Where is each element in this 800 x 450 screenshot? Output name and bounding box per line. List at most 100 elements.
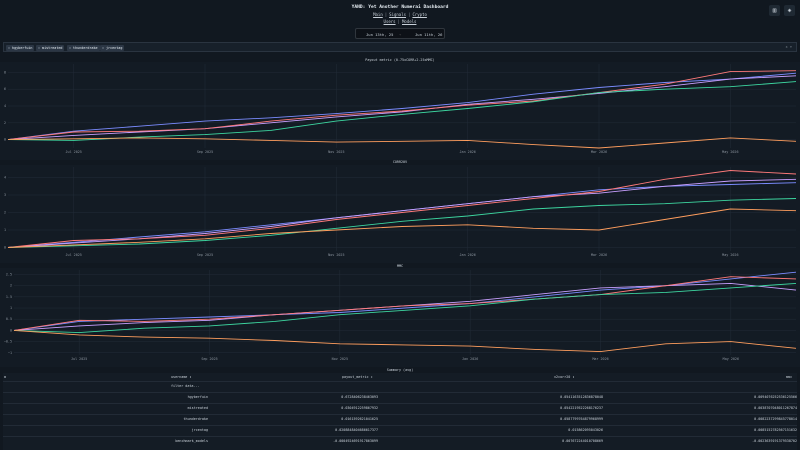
x-tick-label: Jul 2025 — [71, 357, 87, 361]
x-tick-label: Mar 2026 — [592, 357, 608, 361]
filter-chip[interactable]: × jrcentag — [100, 44, 125, 51]
series-line-4 — [13, 329, 797, 353]
column-header-corr[interactable]: v2corr20 ↕ — [554, 375, 575, 379]
y-tick-label: 2 — [4, 121, 6, 125]
main-nav: Main | Signals | Crypto — [373, 12, 427, 17]
corr-chart[interactable]: 0 1 2 3 4 Jul 2025 Sep 2025 Nov 2025 Jan 2026 Mar… — [0, 165, 800, 263]
chip-label: thunderdrake — [73, 45, 98, 50]
sub-nav: Users | Models — [383, 19, 417, 24]
remove-chip-icon[interactable]: × — [102, 45, 105, 50]
filter-input[interactable]: filter data... — [171, 384, 200, 388]
chip-label: jrcentag — [106, 45, 123, 50]
column-header-username[interactable]: username ↕ — [171, 375, 192, 379]
table-cell: benchmark_models — [175, 439, 208, 443]
x-tick-label: Jan 2026 — [462, 357, 478, 361]
x-tick-label: Jul 2025 — [65, 253, 81, 257]
series-line-4 — [7, 137, 797, 149]
table-cell: 0.6728406238463093 — [341, 395, 378, 399]
chart-title-corr: CORR20V — [392, 160, 408, 164]
chip-label: mistreated — [42, 45, 63, 50]
nav-link-users[interactable]: Users — [383, 19, 396, 24]
table-cell: 0.0541163512836878048 — [560, 395, 603, 399]
x-tick-label: Nov 2025 — [328, 150, 344, 154]
series-line-3 — [7, 81, 797, 141]
table-cell: 0.0208848404686617377 — [335, 428, 378, 432]
y-tick-label: −0.5 — [4, 340, 12, 344]
remove-chip-icon[interactable]: × — [69, 45, 72, 50]
table-cell: jrcentag — [191, 428, 208, 432]
filter-chip[interactable]: × thunderdrake — [67, 44, 100, 51]
series-line-3 — [13, 282, 797, 334]
remove-chip-icon[interactable]: × — [38, 45, 41, 50]
y-tick-label: 0.5 — [6, 317, 12, 321]
chip-label: hgyberfuin — [12, 45, 33, 50]
y-tick-label: 1.5 — [6, 295, 12, 299]
x-tick-label: May 2026 — [722, 253, 738, 257]
nav-link-signals[interactable]: Signals — [389, 12, 407, 17]
y-tick-label: 2.5 — [6, 272, 12, 276]
x-tick-label: Sep 2025 — [197, 253, 213, 257]
header: YAND: Yet Another Numerai Dashboard Main… — [0, 0, 800, 42]
x-tick-label: Nov 2025 — [328, 253, 344, 257]
summary-table-title: Summary (avg) — [386, 368, 414, 372]
nav-link-models[interactable]: Models — [402, 19, 417, 24]
y-tick-label: 0 — [10, 328, 12, 332]
date-range-picker[interactable]: Jun 13th, 25 → Jun 11th, 26 — [355, 28, 445, 39]
x-tick-label: Sep 2025 — [197, 150, 213, 154]
date-range-end[interactable]: Jun 11th, 26 — [415, 32, 443, 37]
model-filter-bar[interactable]: × hgyberfuin × mistreated × thunderdrake × j… — [3, 42, 797, 52]
date-range-start[interactable]: Jun 13th, 25 — [366, 32, 394, 37]
table-cell: 0.0161592621041625 — [341, 417, 378, 421]
series-line-1 — [7, 75, 797, 141]
chart-title-payout: Payout metric (0.75xCORR+2.25xMMC) — [365, 58, 435, 62]
series-line-4 — [7, 208, 797, 248]
y-tick-label: 3 — [4, 193, 6, 197]
x-tick-label: Jan 2026 — [459, 150, 475, 154]
table-cell: -0.0004924691917863099 — [333, 439, 378, 443]
table-cell: 0.0082237299845778014 — [754, 417, 797, 421]
date-range-arrow-icon: → — [399, 32, 402, 37]
x-tick-label: Mar 2026 — [591, 150, 607, 154]
x-tick-label: Jul 2025 — [65, 150, 81, 154]
filter-row[interactable]: filter data... — [3, 381, 797, 389]
table-row[interactable]: benchmark_models -0.0004924691917863099 0.… — [3, 436, 797, 444]
clear-and-dropdown-icon[interactable]: × ▾ — [785, 44, 793, 49]
y-tick-label: 6 — [4, 87, 6, 91]
y-tick-label: 8 — [4, 70, 6, 74]
y-tick-label: 1 — [10, 306, 12, 310]
y-tick-label: −1 — [8, 351, 12, 355]
y-tick-label: 0 — [4, 138, 6, 142]
x-tick-label: Jan 2026 — [459, 253, 475, 257]
filter-chip[interactable]: × mistreated — [36, 44, 65, 51]
table-cell: 0.0587799764879968999 — [560, 417, 603, 421]
series-line-0 — [7, 72, 797, 141]
remove-chip-icon[interactable]: × — [8, 45, 11, 50]
y-tick-label: 4 — [4, 104, 6, 108]
plot-background — [0, 165, 800, 263]
settings-icon[interactable]: ◈ — [784, 5, 795, 16]
table-cell: thunderdrake — [183, 417, 209, 421]
table-cell: 0.015862095043026 — [568, 428, 603, 432]
table-row[interactable]: jrcentag 0.0208848404686617377 0.015862095… — [3, 425, 797, 433]
payout-chart[interactable]: 0 2 4 6 8 Jul 2025 Sep 2025 Nov 2025 Jan 2026 Mar… — [0, 62, 800, 160]
nav-link-crypto[interactable]: Crypto — [412, 12, 427, 17]
table-cell: 0.0542219522268176237 — [560, 406, 603, 410]
series-line-2 — [7, 170, 797, 248]
x-tick-label: Sep 2025 — [201, 357, 217, 361]
series-line-2 — [13, 276, 797, 331]
table-row[interactable]: mistreated 0.0304912259867932 0.0542219522… — [3, 403, 797, 411]
filter-chip[interactable]: × hgyberfuin — [6, 44, 35, 51]
plot-background — [0, 268, 800, 367]
series-line-2 — [7, 70, 797, 141]
column-header-mmc[interactable]: mmc — [786, 375, 793, 379]
mmc-chart[interactable]: −1 −0.5 0 0.5 1 1.5 2 2.5 Jul 2025 Sep 2025 Nov 20… — [0, 268, 800, 367]
chart-title-mmc: MMC — [396, 264, 404, 268]
table-cell: 0.0304912259867932 — [341, 406, 378, 410]
bar-chart-icon[interactable]: ▥ — [769, 5, 780, 16]
table-row[interactable]: hgyberfuin 0.6728406238463093 0.0541163512… — [3, 392, 797, 400]
table-row[interactable]: thunderdrake 0.0161592621041625 0.05877997… — [3, 414, 797, 422]
table-cell: 0.0038707048011267874 — [754, 406, 797, 410]
column-header-payout[interactable]: payout_metric ↕ — [342, 375, 373, 379]
row-select-header[interactable]: ⊡ — [4, 375, 7, 379]
nav-link-main[interactable]: Main — [373, 12, 383, 17]
